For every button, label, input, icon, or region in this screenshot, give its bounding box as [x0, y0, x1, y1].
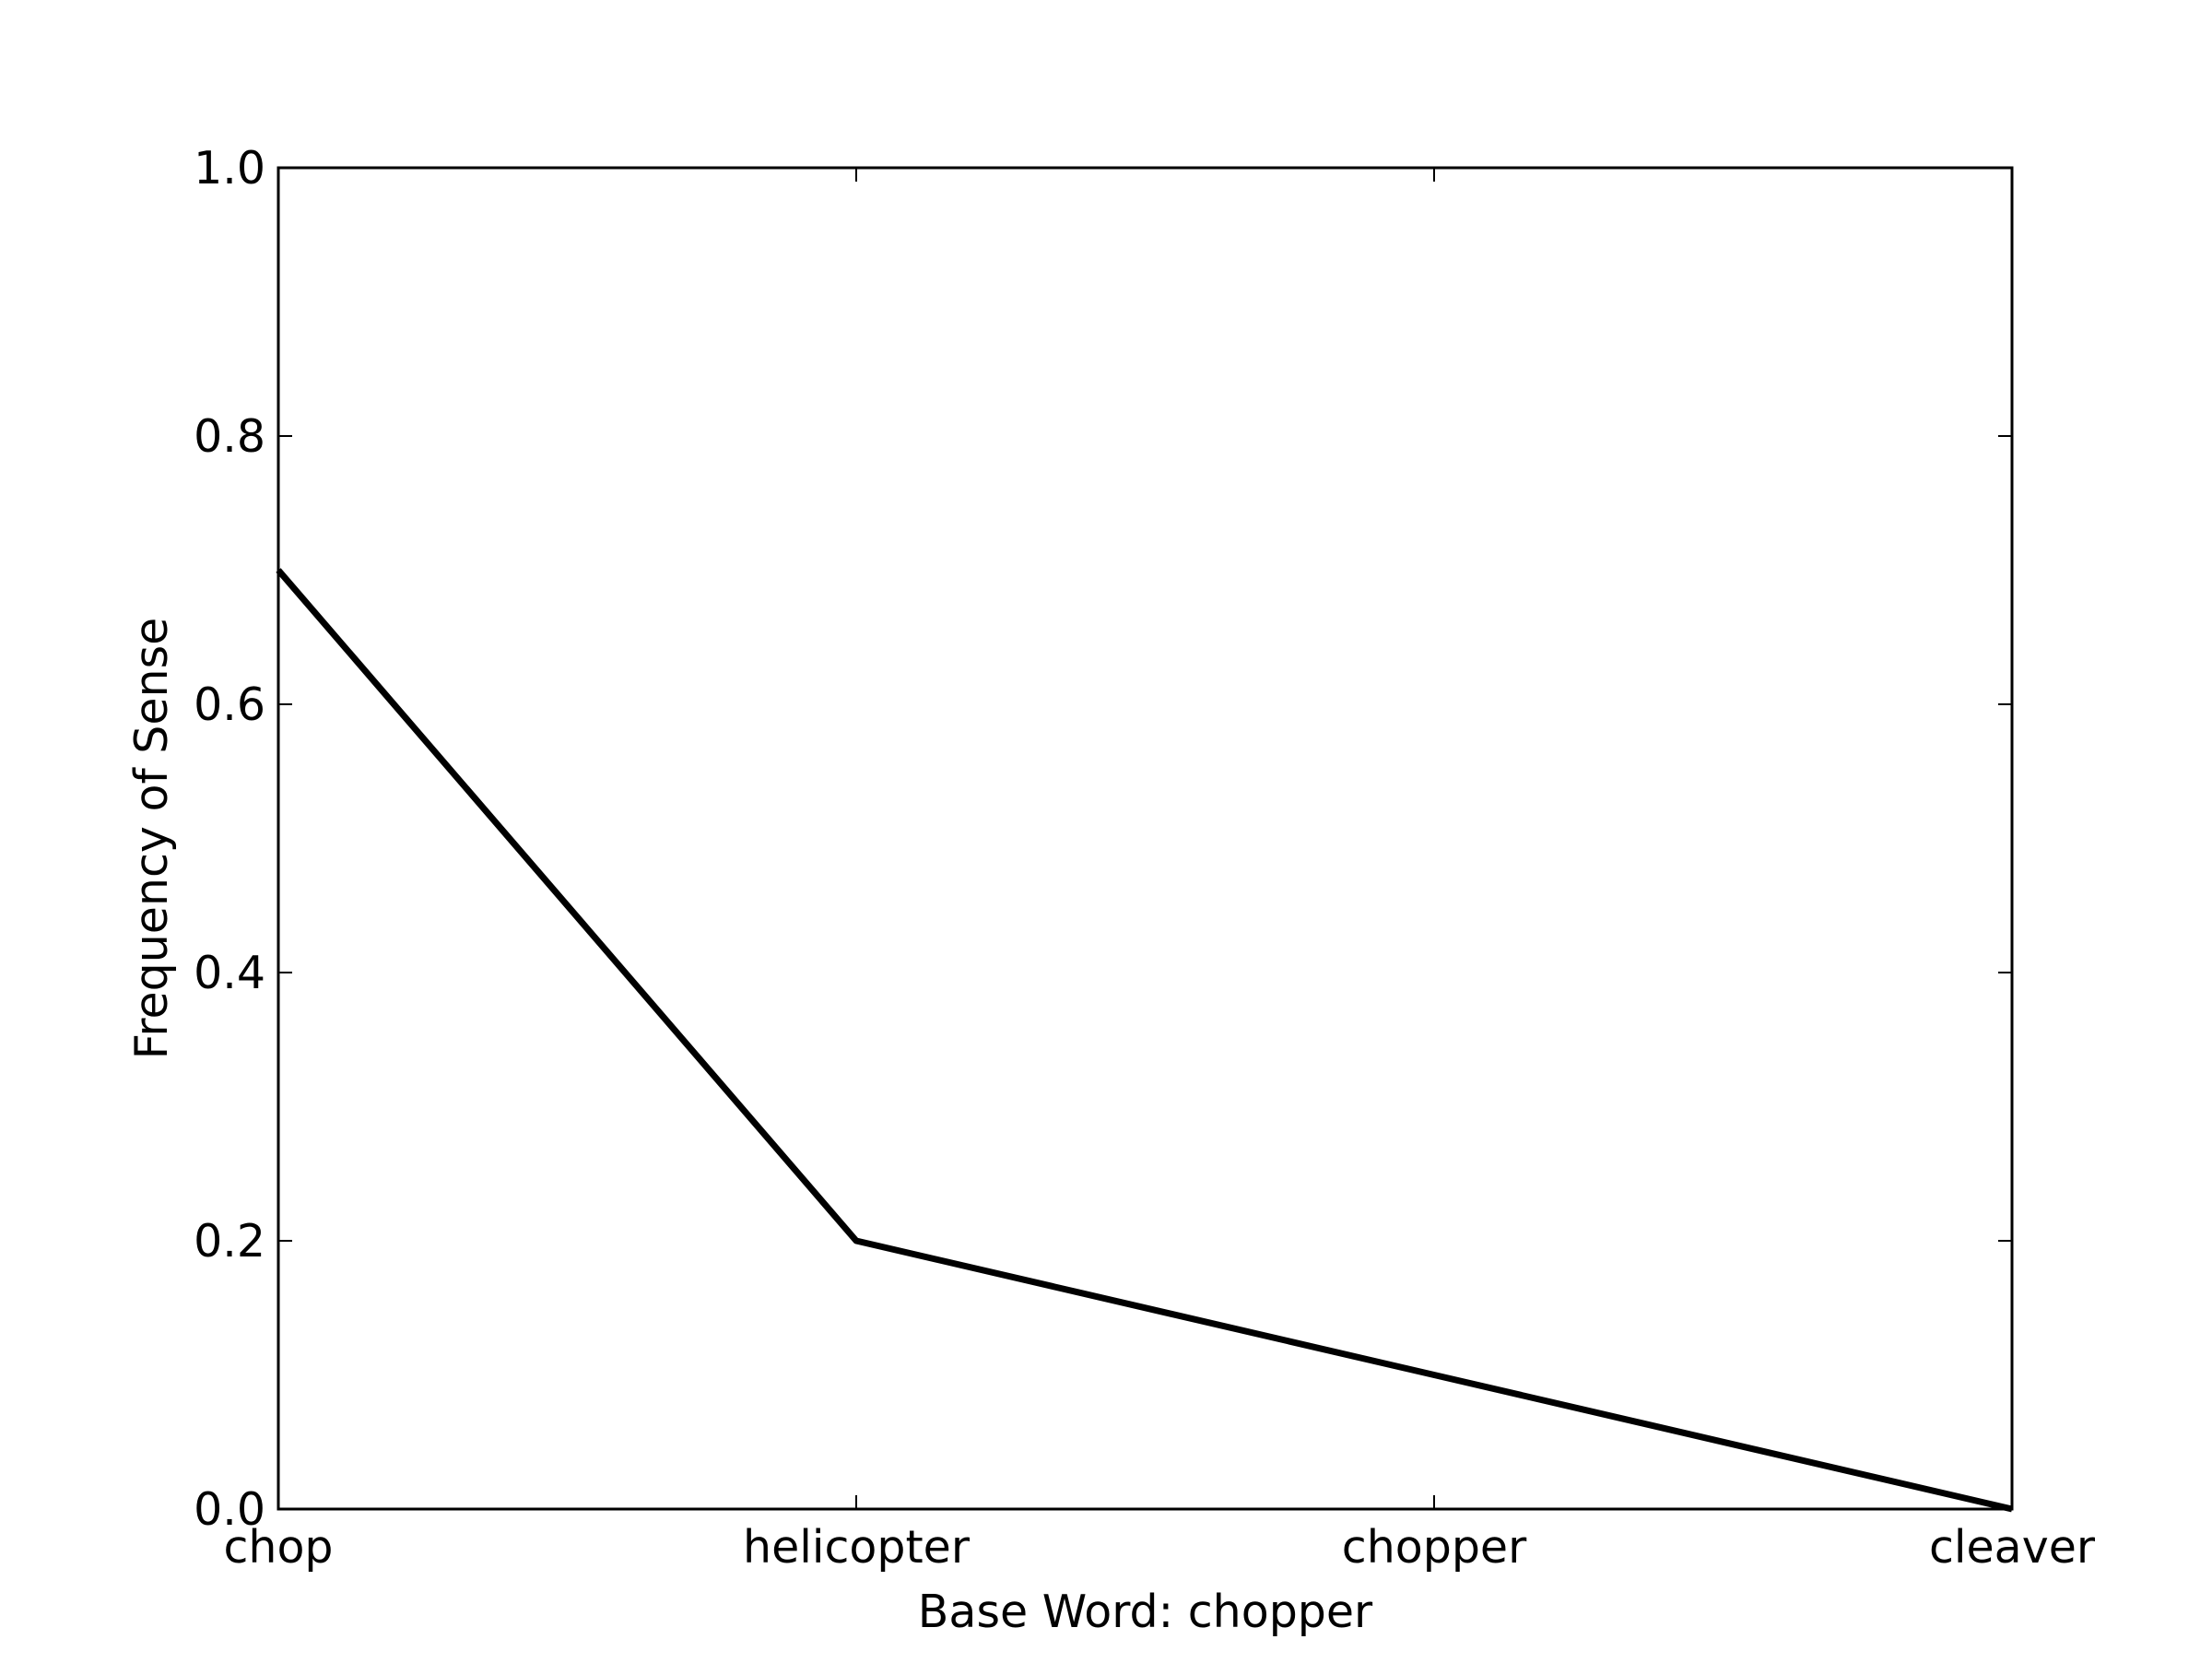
x-tick-label: chop — [223, 1521, 333, 1574]
y-tick-label: 0.2 — [194, 1215, 265, 1268]
y-tick-label: 0.4 — [194, 947, 265, 999]
x-axis-label: Base Word: chopper — [918, 1586, 1373, 1638]
x-tick-label: helicopter — [743, 1521, 971, 1574]
y-axis-label: Frequency of Sense — [125, 618, 178, 1060]
tick-labels: 0.0 0.2 0.4 0.6 0.8 1.0 chop helicopter chopper c… — [194, 142, 2096, 1574]
y-tick-label: 0.0 — [194, 1483, 265, 1536]
x-tick-label: chopper — [1342, 1521, 1527, 1574]
y-tick-label: 1.0 — [194, 142, 265, 195]
plot-area-frame — [276, 166, 2014, 1511]
y-tick-label: 0.6 — [194, 678, 265, 731]
series-line — [276, 568, 2013, 1513]
x-tick-label: cleaver — [1929, 1521, 2096, 1574]
series-layer — [276, 568, 2013, 1513]
y-tick-label: 0.8 — [194, 410, 265, 463]
